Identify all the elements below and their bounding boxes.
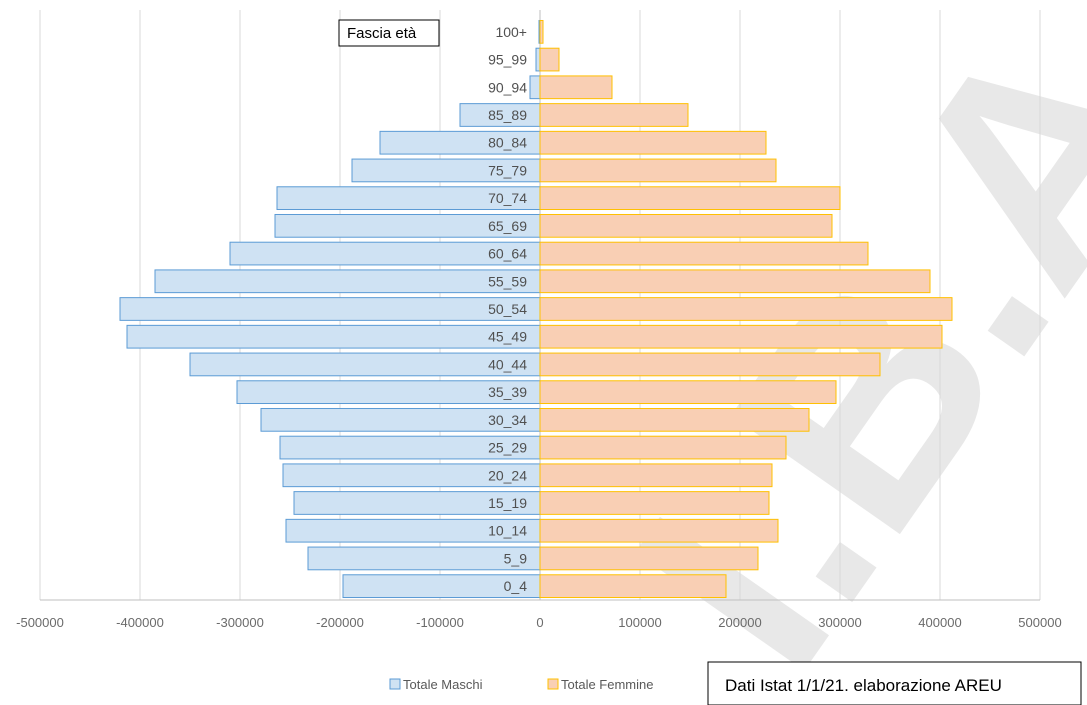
- category-label: 25_29: [488, 440, 527, 456]
- category-label: 90_94: [488, 79, 527, 95]
- category-label: 50_54: [488, 301, 527, 317]
- category-label: 60_64: [488, 246, 527, 262]
- bar-maschi: [529, 75, 541, 100]
- category-title-box: Fascia età: [338, 19, 440, 47]
- bar-femmine: [539, 47, 560, 72]
- category-label: 5_9: [504, 550, 528, 566]
- bar-femmine: [539, 518, 779, 543]
- category-label: 100+: [495, 24, 527, 40]
- bar-femmine: [539, 435, 787, 460]
- category-label: 40_44: [488, 356, 527, 372]
- bar-femmine: [539, 103, 689, 127]
- category-label: 0_4: [504, 578, 528, 594]
- bar-femmine: [539, 574, 727, 599]
- bar-femmine: [539, 324, 943, 349]
- bar-femmine: [539, 158, 777, 183]
- bar-femmine: [539, 463, 773, 488]
- category-label: 55_59: [488, 273, 527, 289]
- bar-femmine: [539, 186, 841, 211]
- legend-swatch-femmine: [547, 678, 559, 690]
- category-labels: 100+ 95_99 90_94 85_89 80_84 75_79 70_74 65_69 6…: [488, 24, 527, 594]
- bar-femmine: [539, 19, 544, 44]
- bar-maschi: [535, 47, 541, 72]
- category-label: 95_99: [488, 52, 527, 68]
- category-label: 15_19: [488, 495, 527, 511]
- category-label: 85_89: [488, 107, 527, 123]
- bar-femmine: [539, 352, 881, 377]
- category-label: 10_14: [488, 523, 527, 539]
- category-label: 70_74: [488, 190, 527, 206]
- bar-femmine: [539, 269, 931, 294]
- x-tick-label: 400000: [918, 615, 961, 630]
- category-label: 20_24: [488, 467, 527, 483]
- bar-femmine: [539, 297, 953, 321]
- bars: [119, 19, 953, 599]
- legend-label-maschi: Totale Maschi: [403, 677, 483, 692]
- bar-femmine: [539, 241, 869, 266]
- legend-swatch-maschi: [389, 678, 401, 690]
- bar-femmine: [539, 75, 613, 100]
- legend: Totale Maschi Totale Femmine: [389, 677, 653, 692]
- x-tick-label: -400000: [116, 615, 164, 630]
- category-label: 30_34: [488, 412, 527, 428]
- category-title: Fascia età: [347, 25, 417, 42]
- x-tick-label: -300000: [216, 615, 264, 630]
- source-note: Dati Istat 1/1/21. elaborazione AREU: [725, 676, 1002, 695]
- bar-maschi: [119, 297, 541, 321]
- x-tick-label: -500000: [16, 615, 64, 630]
- category-label: 75_79: [488, 162, 527, 178]
- bar-maschi: [154, 269, 541, 294]
- x-tick-label: 0: [536, 615, 543, 630]
- legend-label-femmine: Totale Femmine: [561, 677, 653, 692]
- x-tick-labels: -500000 -400000 -300000 -200000 -100000 0 1000…: [16, 615, 1062, 630]
- category-label: 35_39: [488, 384, 527, 400]
- bar-maschi: [126, 324, 541, 349]
- bar-femmine: [539, 546, 759, 571]
- x-tick-label: 300000: [818, 615, 861, 630]
- x-tick-label: 100000: [618, 615, 661, 630]
- x-tick-label: 500000: [1018, 615, 1061, 630]
- bar-femmine: [539, 407, 810, 432]
- category-label: 45_49: [488, 329, 527, 345]
- bar-femmine: [539, 213, 833, 238]
- x-tick-label: -100000: [416, 615, 464, 630]
- category-label: 65_69: [488, 218, 527, 234]
- source-note-box: Dati Istat 1/1/21. elaborazione AREU: [707, 661, 1082, 705]
- category-label: 80_84: [488, 135, 527, 151]
- bar-femmine: [539, 130, 767, 155]
- bar-femmine: [539, 380, 837, 405]
- x-tick-label: 200000: [718, 615, 761, 630]
- bar-femmine: [539, 491, 770, 515]
- x-tick-label: -200000: [316, 615, 364, 630]
